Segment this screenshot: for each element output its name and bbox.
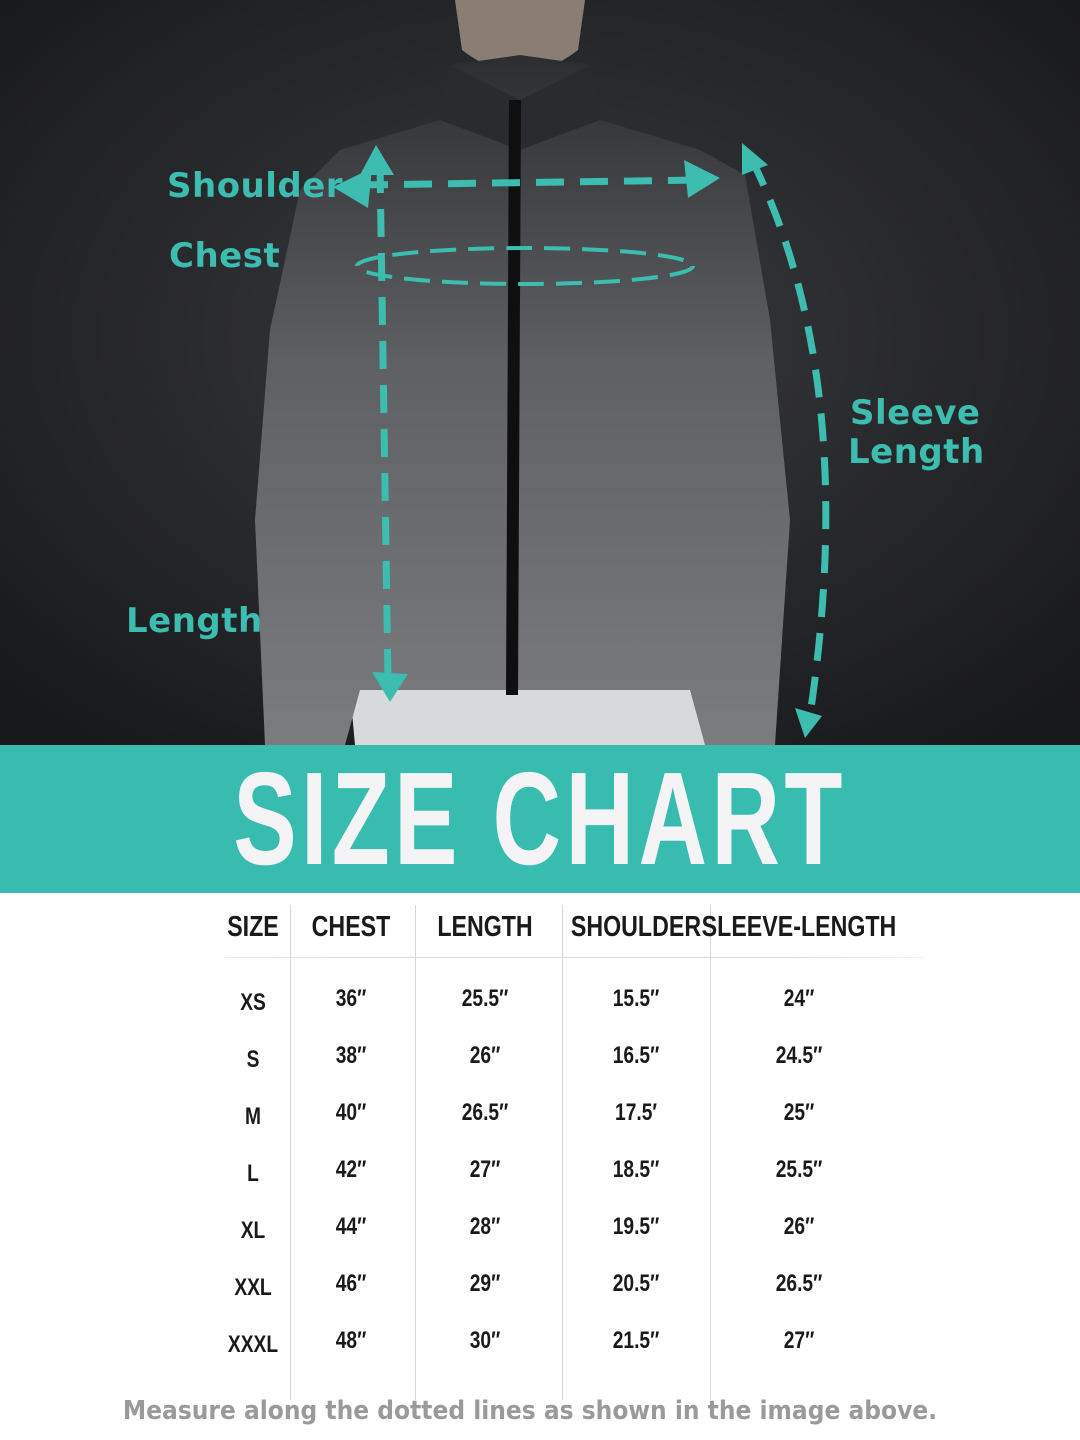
- size-cell: M: [245, 1103, 261, 1130]
- banner-title: SIZE CHART: [233, 745, 847, 892]
- column-divider: [415, 905, 416, 1400]
- measurement-cell: 26″: [783, 1213, 815, 1240]
- size-cell: XL: [240, 1217, 266, 1244]
- measurement-cell: 25.5″: [461, 985, 509, 1012]
- label-sleeve-line1: Sleeve: [850, 393, 981, 433]
- pants: [350, 690, 760, 745]
- measurement-cell: 18.5″: [612, 1156, 660, 1183]
- measurement-cell: 48″: [335, 1327, 367, 1354]
- label-chest: Chest: [169, 236, 281, 276]
- measurement-cell: 26.5″: [775, 1270, 823, 1297]
- measurement-cell: 16.5″: [612, 1042, 660, 1069]
- measurement-cell: 27″: [469, 1156, 501, 1183]
- measurement-cell: 19.5″: [612, 1213, 660, 1240]
- measurement-cell: 20.5″: [612, 1270, 660, 1297]
- column-header: SLEEVE-LENGTH: [701, 911, 897, 943]
- measurement-cell: 40″: [335, 1099, 367, 1126]
- label-length: Length: [126, 601, 263, 641]
- measurement-cell: 46″: [335, 1270, 367, 1297]
- jacket-model-photo: [0, 0, 1080, 745]
- measurement-cell: 38″: [335, 1042, 367, 1069]
- column-divider: [290, 905, 291, 1400]
- label-shoulder: Shoulder: [167, 166, 344, 206]
- measurement-cell: 36″: [335, 985, 367, 1012]
- measurement-cell: 42″: [335, 1156, 367, 1183]
- measurement-cell: 28″: [469, 1213, 501, 1240]
- measurement-cell: 30″: [469, 1327, 501, 1354]
- size-cell: XXXL: [227, 1331, 279, 1358]
- size-cell: XS: [240, 989, 266, 1016]
- header-divider: [225, 957, 925, 958]
- column-divider: [562, 905, 563, 1400]
- column-header: LENGTH: [437, 911, 533, 943]
- size-cell: XXL: [234, 1274, 272, 1301]
- measurement-cell: 17.5′: [615, 1099, 657, 1126]
- size-cell: L: [247, 1160, 259, 1187]
- label-sleeve-line2: Length: [848, 432, 985, 472]
- model-face: [455, 0, 585, 73]
- column-divider: [710, 905, 711, 1400]
- measurement-cell: 25.5″: [775, 1156, 823, 1183]
- column-header: CHEST: [311, 911, 391, 943]
- measurement-cell: 29″: [469, 1270, 501, 1297]
- zipper: [506, 99, 521, 696]
- footnote: Measure along the dotted lines as shown …: [122, 1396, 938, 1426]
- measurement-cell: 24″: [783, 985, 815, 1012]
- measurement-cell: 26.5″: [461, 1099, 509, 1126]
- size-cell: S: [246, 1046, 260, 1073]
- jacket: [255, 55, 790, 745]
- measurement-cell: 24.5″: [775, 1042, 823, 1069]
- measurement-cell: 25″: [783, 1099, 815, 1126]
- measurement-cell: 21.5″: [612, 1327, 660, 1354]
- size-chart-banner: SIZE CHART: [0, 745, 1080, 893]
- measurement-cell: 15.5″: [612, 985, 660, 1012]
- column-header: SHOULDER: [570, 911, 702, 943]
- measurement-cell: 44″: [335, 1213, 367, 1240]
- measurement-cell: 27″: [783, 1327, 815, 1354]
- measurement-cell: 26″: [469, 1042, 501, 1069]
- size-table: SIZE CHEST LENGTH SHOULDER SLEEVE-LENGTH XS 36…: [0, 895, 1080, 1400]
- column-header: SIZE: [227, 911, 279, 943]
